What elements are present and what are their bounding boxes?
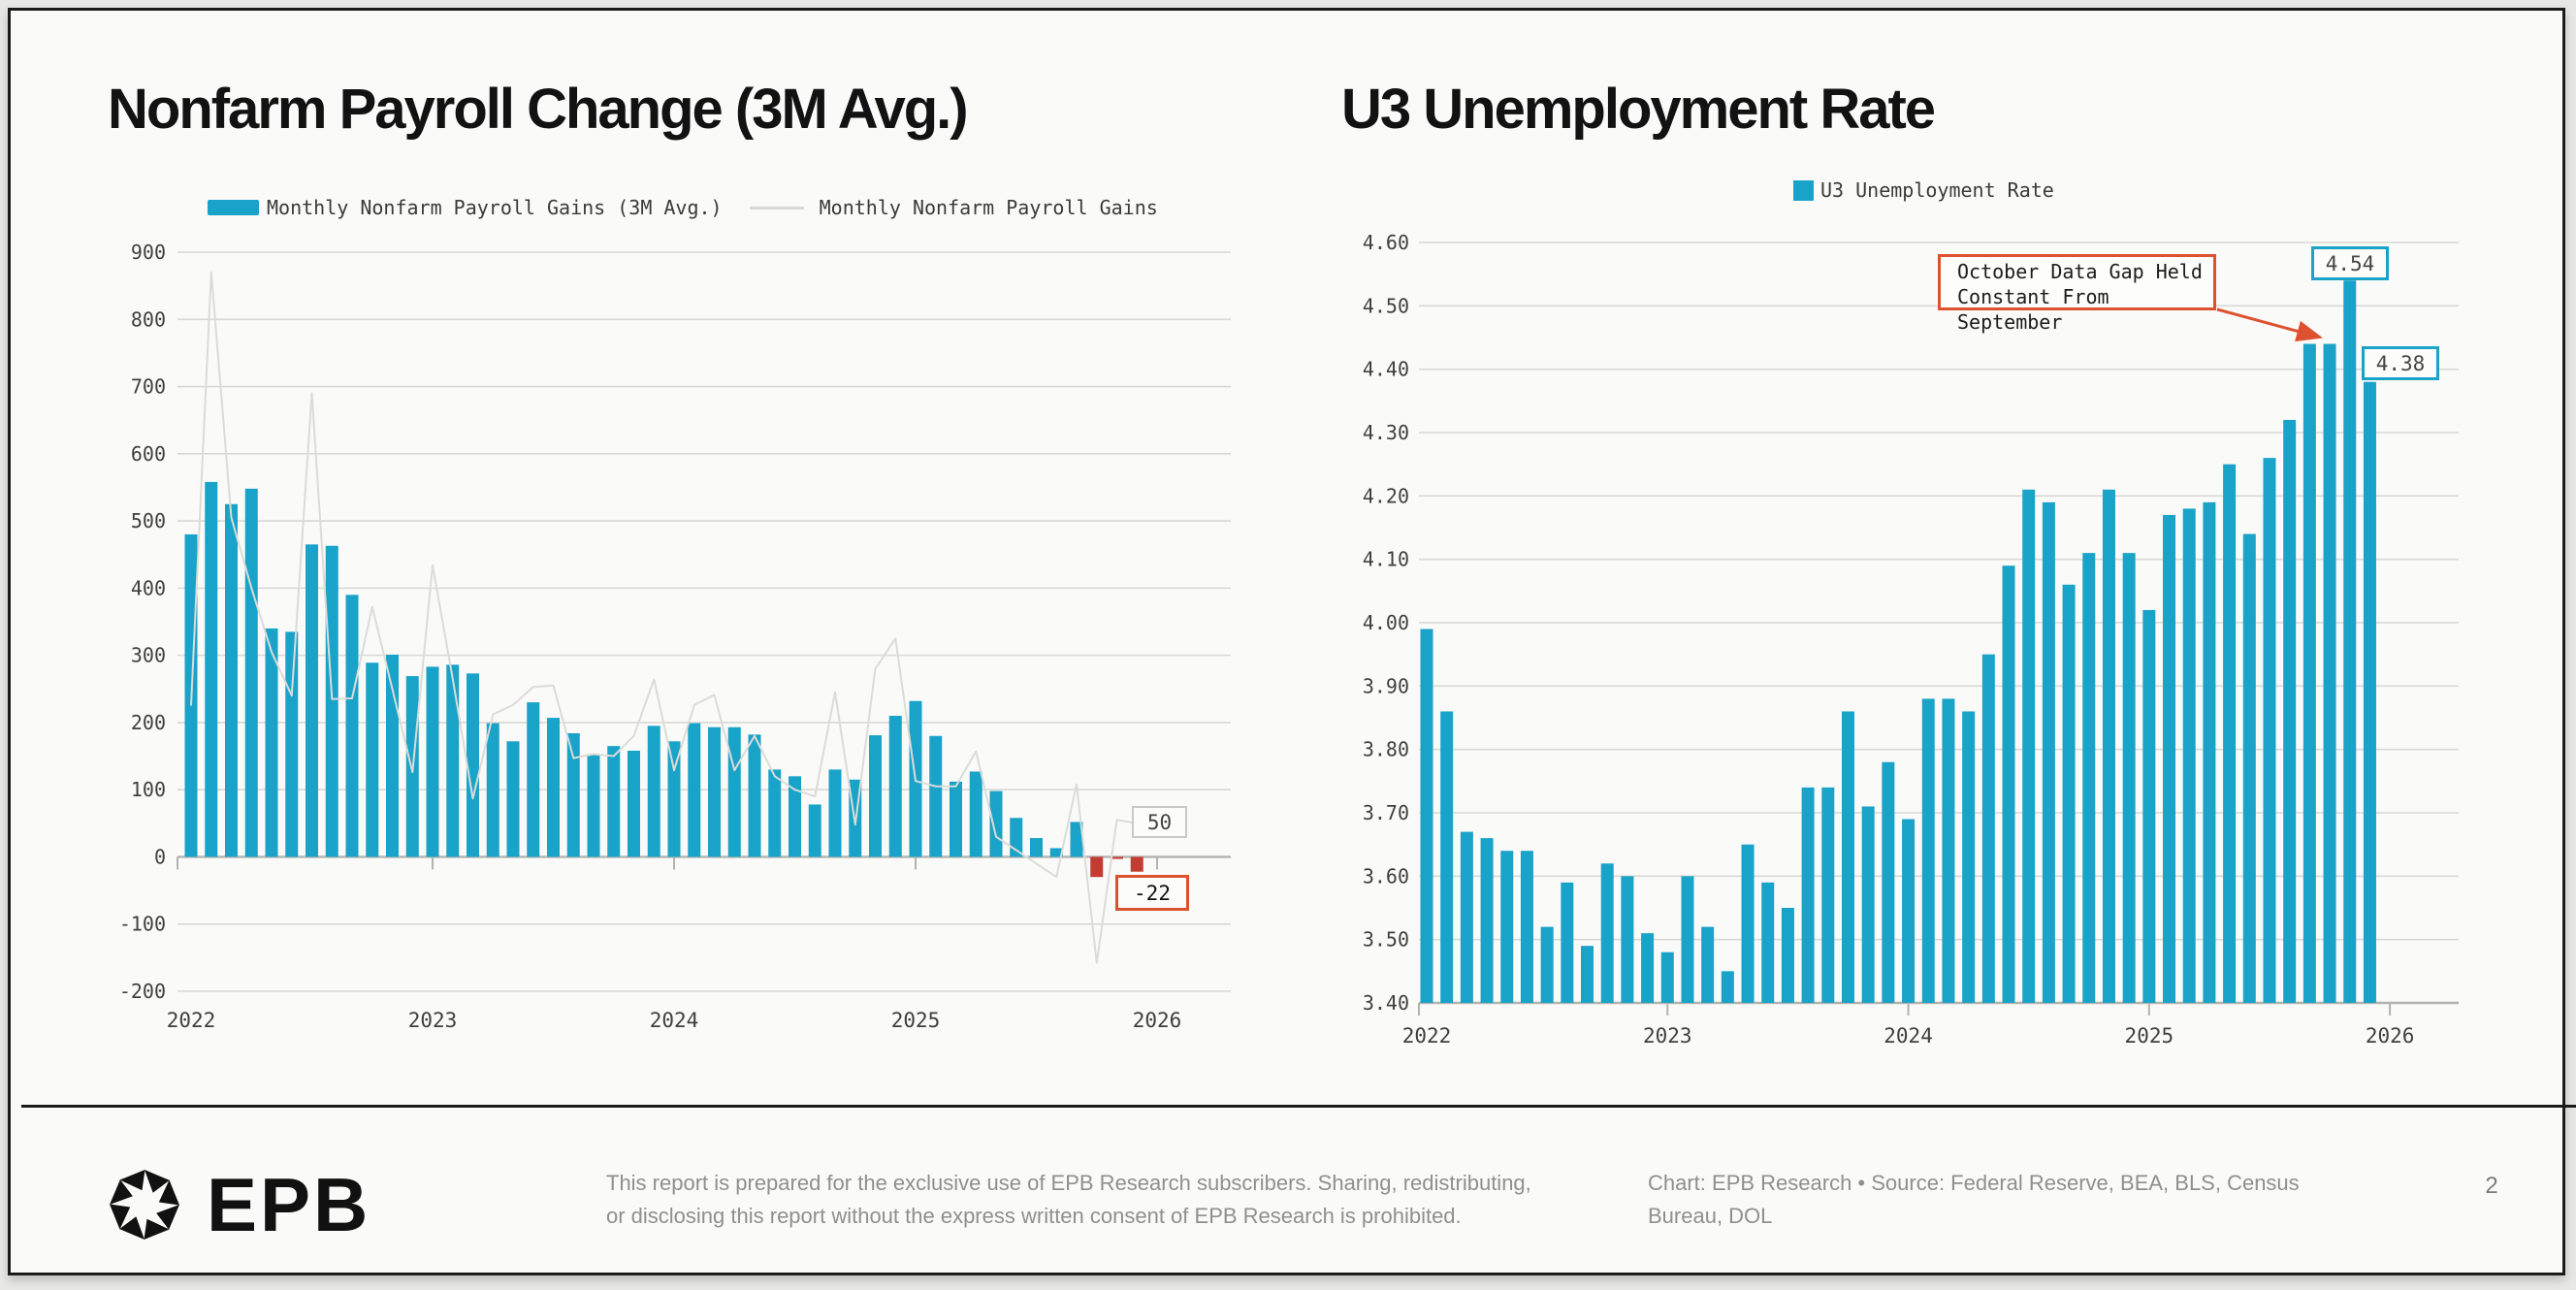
unemployment-chart-plot: 4.60 4.50 4.40 4.30 4.20 4.10 4.00 3.90 3.80 3.70… — [1363, 231, 2459, 1048]
svg-text:3.80: 3.80 — [1363, 738, 1409, 761]
svg-text:3.70: 3.70 — [1363, 801, 1409, 824]
legend-bar-swatch-icon — [208, 200, 259, 215]
payrolls-chart-plot: 900 800 700 600 500 400 300 200 100 0 -100 -2002022… — [119, 241, 1231, 1032]
legend-unemployment: U3 Unemployment Rate — [1793, 176, 2054, 205]
legend-label-u3: U3 Unemployment Rate — [1820, 178, 2054, 202]
svg-text:4.10: 4.10 — [1363, 548, 1409, 571]
footer-divider — [21, 1105, 2576, 1108]
epb-logo: EPB — [108, 1162, 371, 1247]
svg-text:3.90: 3.90 — [1363, 674, 1409, 697]
svg-text:700: 700 — [131, 375, 166, 399]
svg-text:2026: 2026 — [2366, 1024, 2415, 1048]
svg-text:2022: 2022 — [1402, 1024, 1452, 1048]
svg-text:2022: 2022 — [167, 1009, 216, 1032]
svg-text:4.60: 4.60 — [1363, 231, 1409, 254]
svg-text:-200: -200 — [119, 980, 166, 1003]
line-value-label: 50 — [1132, 806, 1187, 838]
svg-text:2024: 2024 — [1884, 1024, 1933, 1048]
svg-text:3.50: 3.50 — [1363, 928, 1409, 951]
svg-text:2025: 2025 — [2125, 1024, 2174, 1048]
unemployment-peak-label: 4.54 — [2311, 246, 2389, 280]
source-credit-text: Chart: EPB Research • Source: Federal Re… — [1648, 1171, 2300, 1228]
svg-text:2023: 2023 — [408, 1009, 458, 1032]
svg-text:4.20: 4.20 — [1363, 484, 1409, 507]
svg-text:600: 600 — [131, 442, 166, 466]
unemployment-last-label: 4.38 — [2362, 346, 2439, 380]
svg-text:4.50: 4.50 — [1363, 294, 1409, 317]
svg-text:0: 0 — [154, 845, 166, 868]
disclaimer-text: This report is prepared for the exclusiv… — [606, 1171, 1531, 1228]
october-gap-callout: October Data Gap Held Constant From Sept… — [1938, 254, 2216, 334]
legend-label-3m-avg: Monthly Nonfarm Payroll Gains (3M Avg.) — [267, 196, 723, 219]
svg-text:4.40: 4.40 — [1363, 358, 1409, 381]
legend-label-monthly: Monthly Nonfarm Payroll Gains — [819, 196, 1158, 219]
svg-text:800: 800 — [131, 307, 166, 331]
chart-title-payrolls: Nonfarm Payroll Change (3M Avg.) — [108, 78, 969, 141]
svg-text:-100: -100 — [119, 913, 166, 936]
svg-text:400: 400 — [131, 576, 166, 599]
svg-text:100: 100 — [131, 778, 166, 801]
svg-text:3.40: 3.40 — [1363, 991, 1409, 1015]
svg-text:500: 500 — [131, 509, 166, 532]
chart-title-unemployment: U3 Unemployment Rate — [1341, 78, 1936, 141]
svg-text:300: 300 — [131, 644, 166, 667]
epb-logo-text: EPB — [207, 1162, 371, 1247]
svg-text:2025: 2025 — [891, 1009, 941, 1032]
svg-text:2023: 2023 — [1643, 1024, 1692, 1048]
epb-aperture-icon — [110, 1170, 179, 1240]
svg-text:4.00: 4.00 — [1363, 611, 1409, 634]
svg-text:2026: 2026 — [1133, 1009, 1182, 1032]
legend-payrolls: Monthly Nonfarm Payroll Gains (3M Avg.) … — [208, 193, 1158, 222]
bar-value-label: -22 — [1115, 875, 1189, 911]
svg-text:4.30: 4.30 — [1363, 421, 1409, 444]
page-number: 2 — [2485, 1173, 2498, 1199]
legend-line-swatch-icon — [749, 206, 804, 210]
legend-square-swatch-icon — [1793, 179, 1814, 201]
svg-text:900: 900 — [131, 241, 166, 264]
report-page: Nonfarm Payroll Change (3M Avg.) U3 Unem… — [8, 8, 2576, 1275]
svg-text:200: 200 — [131, 711, 166, 734]
svg-text:3.60: 3.60 — [1363, 864, 1409, 887]
svg-text:2024: 2024 — [650, 1009, 699, 1032]
